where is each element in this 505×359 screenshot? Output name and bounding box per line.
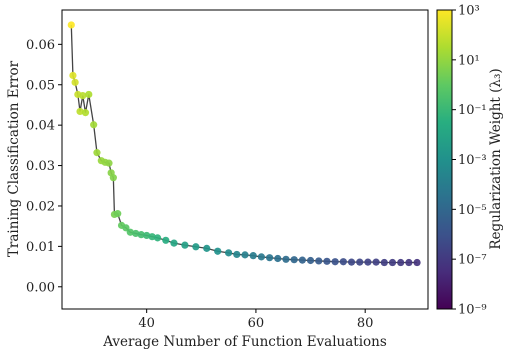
colorbar-tick-label: 10⁻⁷ <box>458 253 487 268</box>
colorbar-tick-label: 10⁻⁵ <box>458 203 487 218</box>
data-point <box>257 253 265 261</box>
colorbar-tick-label: 10⁻⁹ <box>458 303 487 318</box>
colorbar-ticks: 10³ 10¹ 10⁻¹ 10⁻³ 10⁻⁵ 10⁻⁷ 10⁻⁹ <box>452 4 487 318</box>
colorbar-tick-label: 10¹ <box>458 53 480 68</box>
data-point <box>81 109 90 117</box>
y-tick-label: 0.03 <box>26 159 55 174</box>
y-tick-label: 0.01 <box>26 240 55 255</box>
x-tick-label: 40 <box>138 316 155 331</box>
data-point <box>356 258 364 266</box>
data-point <box>137 231 145 239</box>
data-point <box>122 224 130 232</box>
data-point <box>114 210 122 218</box>
data-point <box>380 258 388 267</box>
data-point <box>105 159 113 167</box>
data-point <box>298 256 306 264</box>
data-point <box>71 78 79 86</box>
data-point <box>109 174 117 182</box>
data-point <box>241 251 249 259</box>
data-point <box>67 21 75 29</box>
data-point <box>372 258 380 266</box>
colorbar-tick-label: 10⁻¹ <box>458 103 487 118</box>
data-layer <box>67 21 421 267</box>
data-point <box>126 228 134 236</box>
data-point <box>405 258 413 267</box>
x-tick-label: 60 <box>248 316 265 331</box>
data-point <box>69 71 77 80</box>
data-point <box>143 231 151 240</box>
data-point <box>132 229 140 238</box>
data-point <box>154 234 162 242</box>
colorbar <box>436 9 453 310</box>
data-point <box>282 255 290 263</box>
x-axis-label: Average Number of Function Evaluations <box>102 334 387 350</box>
data-point <box>347 258 356 266</box>
data-point <box>331 258 339 266</box>
data-point <box>290 256 298 264</box>
colorbar-tick-label: 10³ <box>458 4 480 19</box>
y-axis-label: Training Classification Error <box>6 60 22 257</box>
data-point <box>203 244 211 252</box>
data-point <box>162 236 170 244</box>
x-tick-label: 80 <box>357 316 374 331</box>
data-point <box>323 257 331 265</box>
data-point <box>76 107 84 116</box>
data-point <box>79 92 87 100</box>
data-point <box>93 149 101 157</box>
data-point <box>90 121 98 129</box>
data-point <box>170 239 178 247</box>
data-point <box>225 249 233 257</box>
data-point <box>315 257 323 265</box>
y-tick-label: 0.05 <box>26 78 55 93</box>
data-point <box>413 258 421 267</box>
data-point <box>181 241 189 249</box>
data-point <box>364 258 372 266</box>
data-point <box>249 252 257 260</box>
data-point <box>233 250 241 259</box>
data-point <box>192 243 200 251</box>
data-point <box>274 254 282 263</box>
data-point <box>148 233 156 241</box>
data-point <box>85 90 93 99</box>
data-point <box>265 254 274 262</box>
y-tick-label: 0.02 <box>26 199 55 214</box>
axes-layer: 40 60 80 0.00 0.01 0.02 0.03 0.04 0.05 0.06 <box>26 38 373 331</box>
data-point <box>388 258 397 267</box>
plot-frame <box>61 9 429 310</box>
data-point <box>306 256 315 265</box>
colorbar-tick-label: 10⁻³ <box>458 153 487 168</box>
y-tick-label: 0.00 <box>26 280 55 295</box>
data-point <box>214 247 222 255</box>
plot-area <box>62 10 428 309</box>
colorbar-label: Regularization Weight (λ₃) <box>488 68 504 249</box>
data-point <box>339 258 347 266</box>
data-point <box>397 258 405 267</box>
y-tick-label: 0.06 <box>26 38 55 53</box>
y-tick-label: 0.04 <box>26 119 55 134</box>
